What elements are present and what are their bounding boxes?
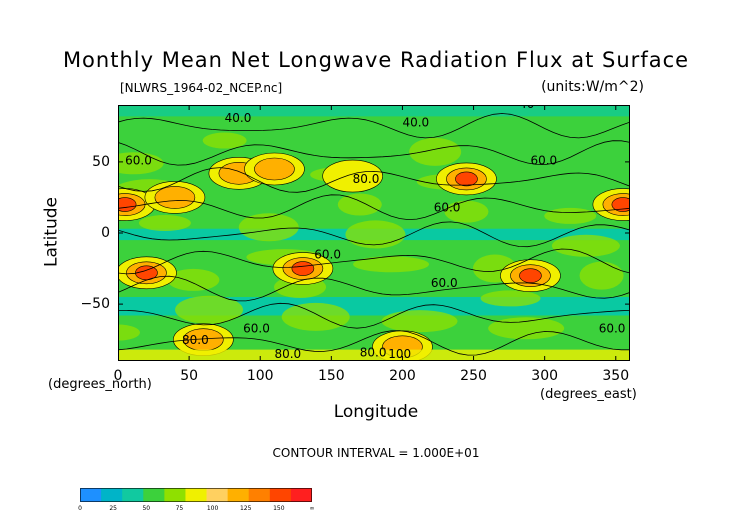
x-tick-label: 300 — [531, 368, 559, 384]
y-tick-label: −50 — [80, 296, 110, 313]
legend-swatch — [80, 488, 102, 502]
contour-ring — [154, 186, 196, 209]
legend-tick-label: 0 — [78, 505, 82, 512]
field-patch — [579, 261, 624, 290]
field-patch — [138, 215, 191, 232]
field-patch — [345, 220, 406, 249]
contour-ring — [254, 157, 295, 181]
contour-ring — [291, 261, 315, 276]
y-unit-label: (degrees_north) — [48, 377, 152, 392]
field-patch — [409, 137, 462, 166]
legend-swatch — [290, 488, 312, 502]
contour-ring — [118, 197, 137, 212]
contour-line — [118, 275, 630, 302]
contour-ring — [519, 268, 542, 283]
field-patch — [353, 256, 430, 273]
contour-label: 60.0 — [125, 154, 152, 168]
field-patch — [381, 310, 458, 333]
x-tick-label: 250 — [460, 368, 487, 384]
contour-line — [118, 194, 630, 221]
field-patch — [488, 317, 565, 340]
arctic-strip — [118, 105, 630, 117]
field-patch — [444, 200, 489, 223]
contour-label: 60.0 — [434, 201, 461, 215]
x-tick-label: 350 — [602, 368, 630, 384]
field-patch — [175, 295, 244, 324]
contour-label: 80.0 — [360, 346, 387, 360]
x-axis-label: Longitude — [333, 402, 419, 422]
y-axis-label: Latitude — [41, 197, 62, 267]
legend-tick-label: 125 — [239, 505, 252, 512]
polar-strip — [118, 349, 630, 361]
contour-line — [118, 167, 630, 193]
x-tick-label: 0 — [113, 368, 123, 384]
contour-line — [118, 330, 630, 356]
field-patch — [167, 268, 220, 291]
contour-ring — [322, 159, 383, 193]
legend-swatch — [122, 488, 144, 502]
color-legend — [80, 488, 312, 502]
x-tick-label: 150 — [317, 368, 345, 384]
field-patch — [238, 213, 299, 242]
legend-swatch — [206, 488, 229, 502]
legend-frame — [80, 488, 312, 502]
field-patch — [337, 193, 382, 216]
legend-swatch — [101, 488, 123, 502]
contour-ring — [455, 171, 478, 187]
field-patch — [480, 290, 541, 307]
legend-tick-label: 100 — [206, 505, 219, 512]
contour-label: 80.0 — [353, 172, 380, 186]
contour-plot: 40.0 40.0 40 60.0 60.0 60.0 80.0 60.0 60.0 60.0 60… — [118, 105, 630, 361]
x-tick-label: 100 — [246, 368, 274, 384]
contour-line — [118, 140, 630, 166]
legend-swatch — [248, 488, 271, 502]
contour-ring — [611, 197, 630, 212]
legend-swatch — [143, 488, 165, 502]
x-unit-label: (degrees_east) — [540, 387, 637, 402]
field-patch — [544, 207, 597, 224]
contour-label: 60.0 — [599, 322, 626, 336]
legend-swatch — [185, 488, 208, 502]
legend-tick-label: 50 — [142, 505, 151, 512]
legend-swatch — [164, 488, 186, 502]
units-label: (units:W/m^2) — [541, 79, 644, 95]
field-patch — [281, 302, 350, 331]
contour-label: 60.0 — [431, 276, 458, 290]
contour-line — [118, 302, 630, 329]
x-tick-label: 50 — [180, 368, 199, 384]
y-tick-label: 0 — [101, 225, 110, 241]
field-patch — [118, 324, 140, 341]
legend-tick-label: 25 — [109, 505, 117, 512]
contour-label: 80.0 — [274, 347, 301, 361]
contour-interval: CONTOUR INTERVAL = 1.000E+01 — [272, 446, 480, 460]
contour-label: 80.0 — [182, 333, 209, 347]
contour-label: 60.0 — [243, 322, 270, 336]
contour-line — [118, 113, 630, 139]
contour-label: 100 — [388, 347, 411, 361]
contour-line — [118, 248, 630, 275]
legend-tick-label: ∞ — [309, 505, 315, 512]
contour-label: 60.0 — [314, 248, 341, 262]
chart-title: Monthly Mean Net Longwave Radiation Flux… — [62, 48, 690, 72]
contour-line — [118, 221, 630, 248]
legend-swatch — [269, 488, 292, 502]
legend-swatch — [227, 488, 250, 502]
legend-tick-label: 75 — [175, 505, 184, 512]
contour-label: 40 — [519, 105, 534, 111]
file-name: [NLWRS_1964-02_NCEP.nc] — [120, 81, 283, 95]
field-patch — [551, 234, 620, 257]
y-tick-label: 50 — [92, 153, 110, 170]
legend-tick-label: 150 — [273, 505, 285, 512]
field-patch — [202, 132, 247, 149]
contour-label: 60.0 — [530, 154, 557, 168]
contour-label: 40.0 — [225, 111, 252, 125]
x-tick-label: 200 — [389, 368, 416, 384]
contour-label: 40.0 — [402, 115, 429, 129]
